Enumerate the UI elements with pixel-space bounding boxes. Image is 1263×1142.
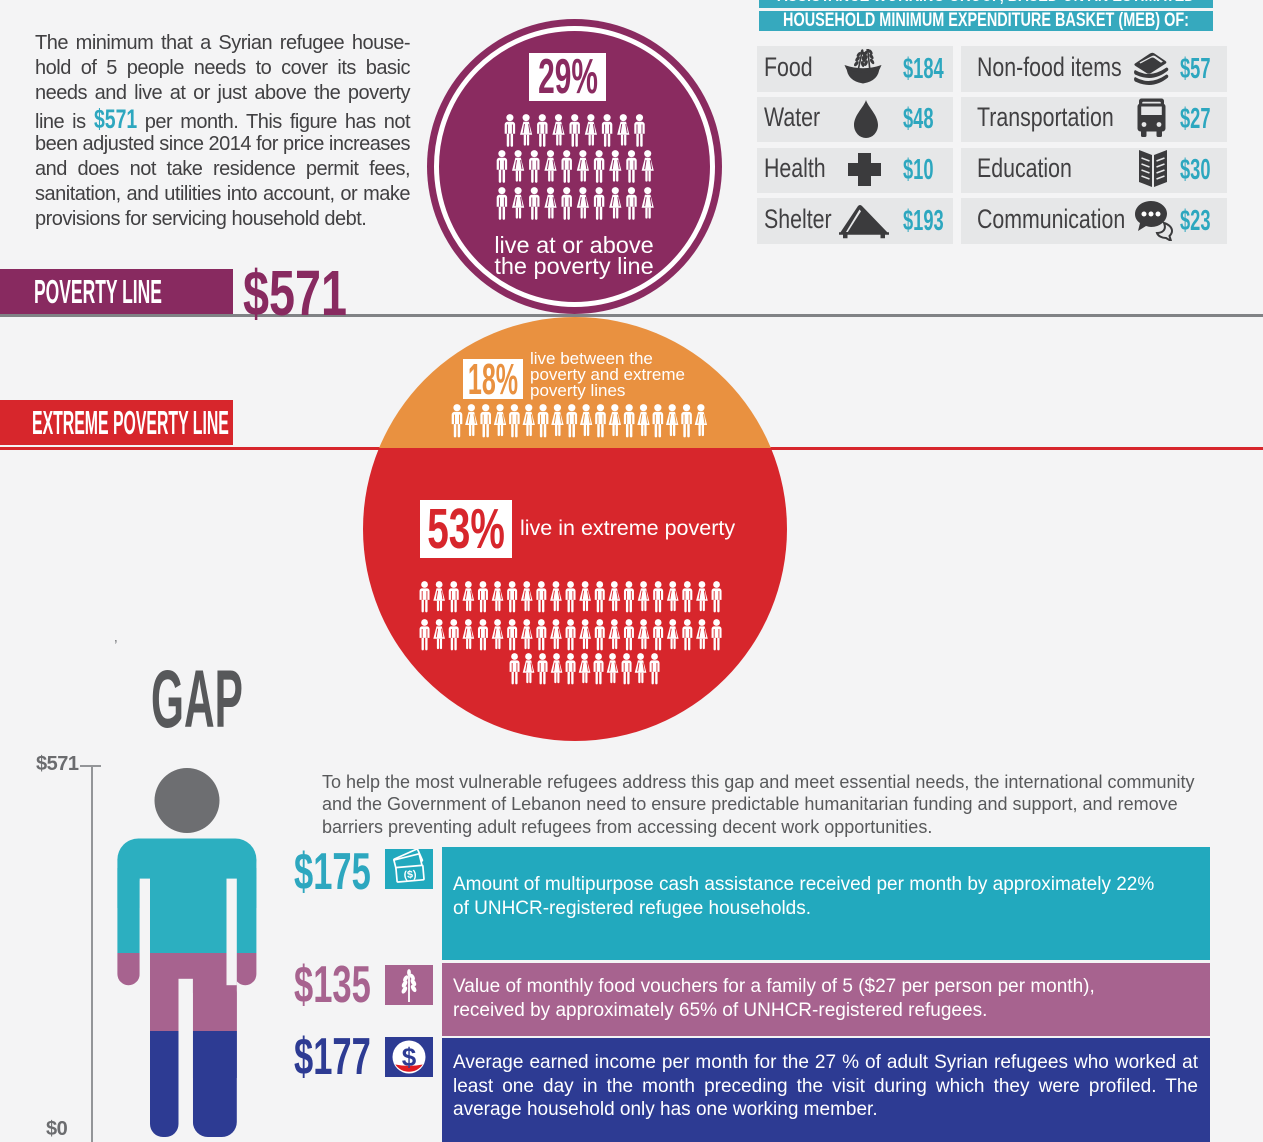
svg-text:$: $ [402, 1042, 417, 1072]
svg-text:($): ($) [403, 868, 417, 881]
